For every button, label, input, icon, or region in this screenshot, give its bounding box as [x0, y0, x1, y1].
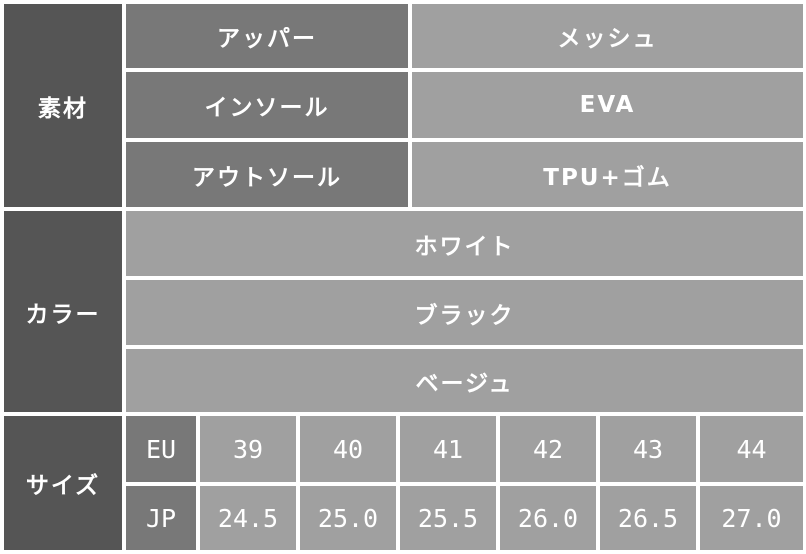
material-value-outsole: TPU+ゴム [412, 142, 803, 207]
size-eu-label: EU [126, 416, 196, 482]
size-jp-label: JP [126, 486, 196, 550]
size-eu-cell: 40 [300, 416, 396, 482]
material-header: 素材 [4, 4, 122, 207]
size-jp-cell: 24.5 [200, 486, 296, 550]
size-jp-cell: 26.0 [500, 486, 596, 550]
color-option-white: ホワイト [126, 211, 803, 276]
size-jp-cell: 25.0 [300, 486, 396, 550]
material-part-outsole: アウトソール [126, 142, 408, 207]
size-eu-cell: 44 [700, 416, 803, 482]
size-eu-cell: 39 [200, 416, 296, 482]
size-header: サイズ [4, 416, 122, 550]
material-part-upper: アッパー [126, 4, 408, 68]
material-value-upper: メッシュ [412, 4, 803, 68]
color-option-beige: ベージュ [126, 349, 803, 412]
size-jp-cell: 25.5 [400, 486, 496, 550]
material-part-insole: インソール [126, 72, 408, 138]
size-eu-cell: 41 [400, 416, 496, 482]
color-header: カラー [4, 211, 122, 412]
color-option-black: ブラック [126, 280, 803, 345]
size-eu-cell: 42 [500, 416, 596, 482]
size-jp-cell: 27.0 [700, 486, 803, 550]
size-eu-cell: 43 [600, 416, 696, 482]
size-jp-cell: 26.5 [600, 486, 696, 550]
material-value-insole: EVA [412, 72, 803, 138]
